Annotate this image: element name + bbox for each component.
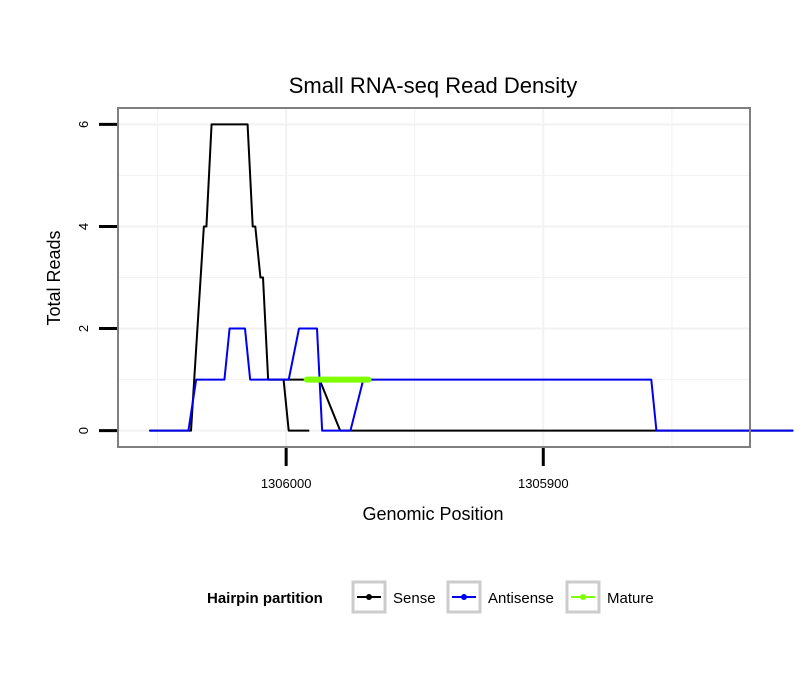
y-axis: 0 2 4 6 <box>76 121 117 434</box>
series-line-sense-tail <box>282 378 793 432</box>
y-axis-title: Total Reads <box>44 230 64 325</box>
chart-title: Small RNA-seq Read Density <box>289 73 578 98</box>
series-antisense <box>148 327 794 432</box>
legend-item-sense: Sense <box>351 580 436 614</box>
legend-label-antisense: Antisense <box>488 590 554 607</box>
y-tick-label: 4 <box>76 223 91 230</box>
y-tick-label: 6 <box>76 121 91 128</box>
plot-panel-border <box>117 107 751 448</box>
x-axis: 1306000 1305900 <box>261 448 569 491</box>
legend-item-antisense: Antisense <box>446 580 554 614</box>
grid <box>119 109 749 446</box>
series-line-antisense <box>148 327 794 432</box>
y-tick-label: 2 <box>76 325 91 332</box>
legend-label-mature: Mature <box>607 590 654 607</box>
legend-key-mature-dot <box>580 594 586 600</box>
y-tick-label: 0 <box>76 427 91 434</box>
legend-title: Hairpin partition <box>207 590 323 607</box>
x-tick-label: 1306000 <box>261 476 312 491</box>
series-layer <box>148 123 794 432</box>
legend-key-sense-dot <box>366 594 372 600</box>
legend-key-antisense-dot <box>461 594 467 600</box>
x-tick-label: 1305900 <box>518 476 569 491</box>
legend: Hairpin partition Sense Antisense Mature <box>207 580 654 614</box>
x-axis-title: Genomic Position <box>362 504 503 524</box>
legend-item-mature: Mature <box>565 580 654 614</box>
legend-label-sense: Sense <box>393 590 436 607</box>
